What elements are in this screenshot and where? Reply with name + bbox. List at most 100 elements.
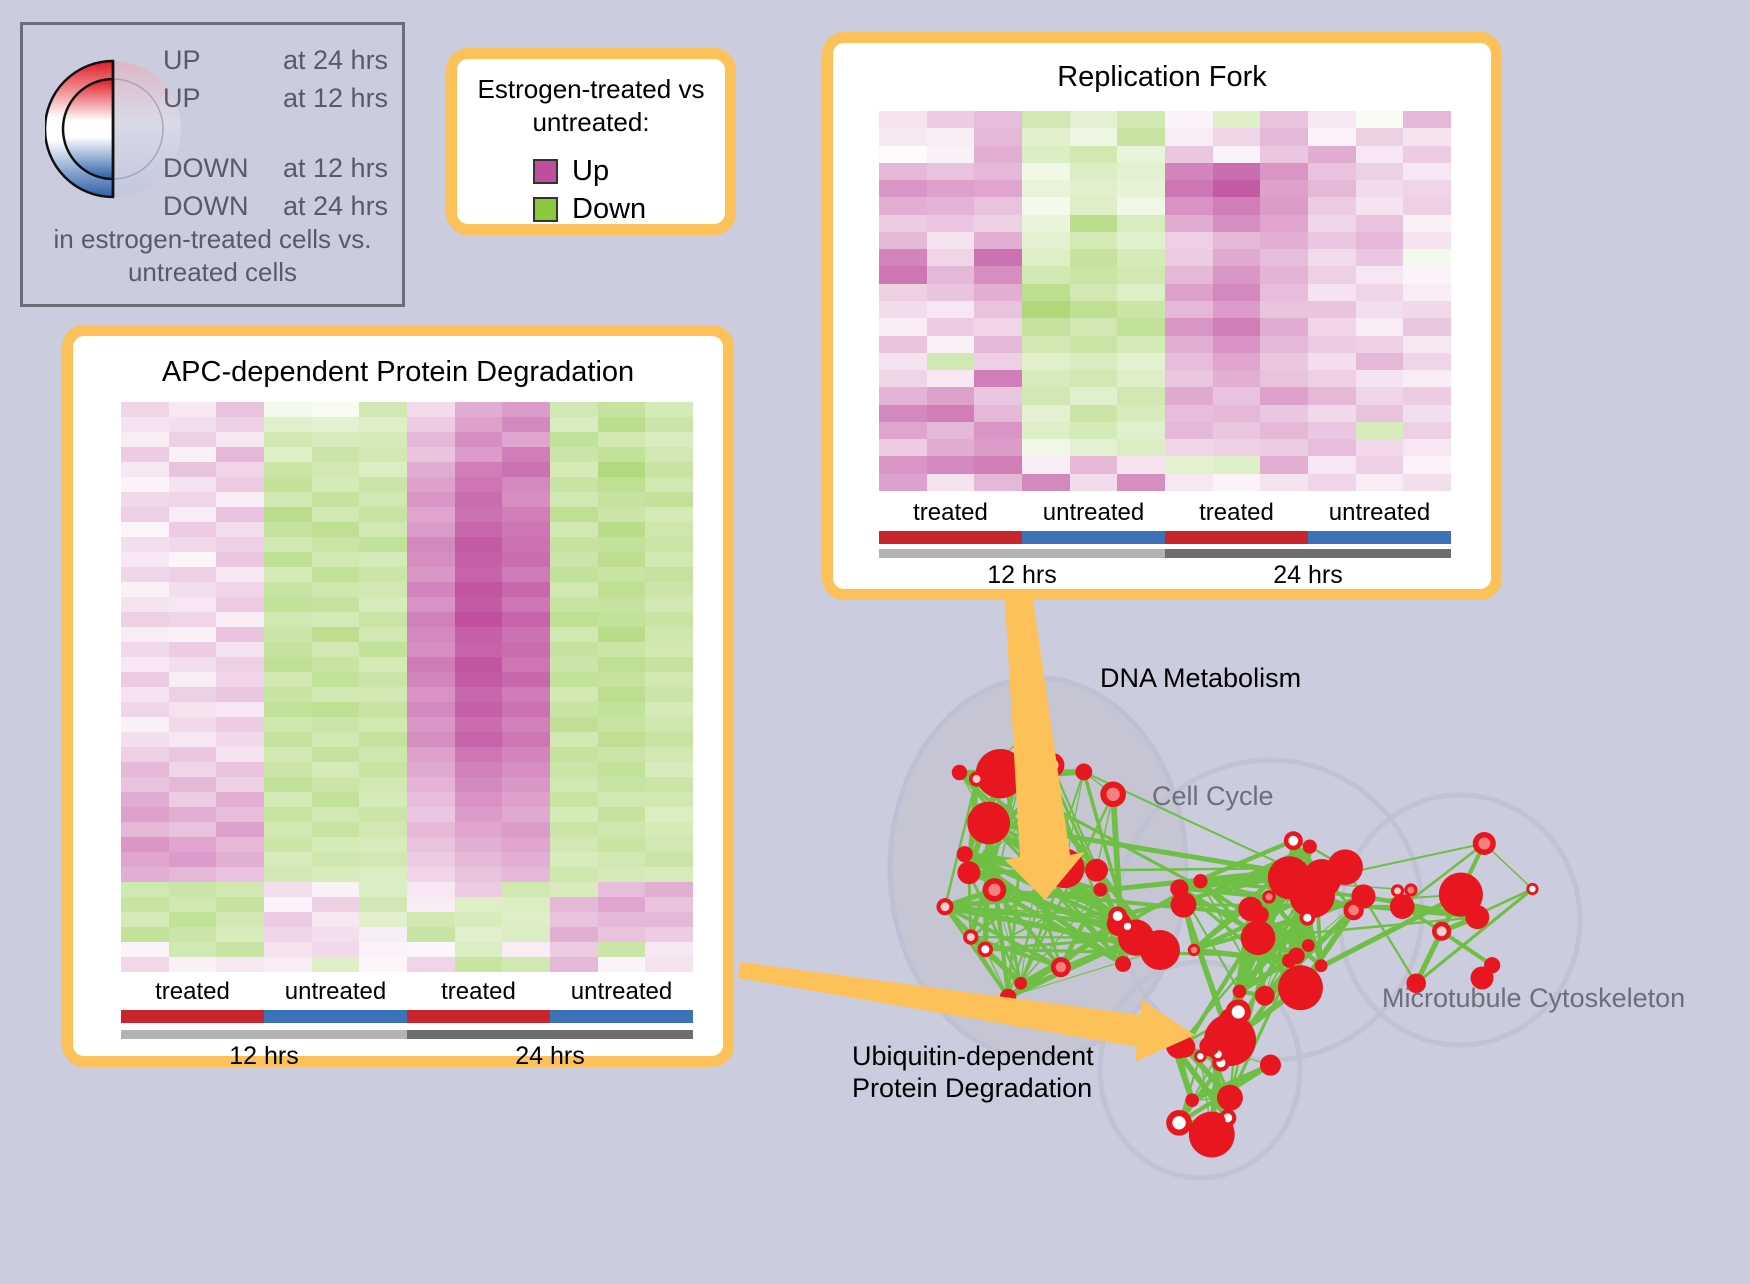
heatmap-cell [1117,162,1165,181]
heatmap-cell [550,882,598,897]
heatmap-cell [1403,111,1451,129]
heatmap-cell [1260,162,1308,181]
heatmap-cell [454,717,503,732]
heatmap-cell [407,567,455,582]
heatmap-cell [168,492,217,507]
heatmap-cell [1355,335,1404,353]
heatmap-cell [454,687,503,702]
heatmap-cell [597,627,646,642]
heatmap-cell [1069,249,1118,267]
heatmap-cell [1022,352,1070,371]
heatmap-cell [168,702,217,717]
heatmap-cell [359,642,407,657]
heatmap-cell [121,537,169,552]
legend-item-label: Down [572,193,647,225]
heatmap-cell [550,897,598,912]
heatmap-cell [407,522,455,537]
heatmap-cell [168,507,217,522]
heatmap-cell [645,852,693,867]
heatmap-cell [121,957,169,972]
heatmap-cell [879,214,927,232]
network-node-core [1303,913,1312,922]
heatmap-cell [407,477,455,492]
heatmap-cell [407,447,455,462]
heatmap-cell [502,897,550,912]
heatmap-cell [168,642,217,657]
heatmap-cell [1069,111,1118,129]
legend-row: DOWN at 12 hrs [163,153,388,191]
heatmap-cell [407,657,455,672]
heatmap-cell [407,432,455,447]
heatmap-cell [168,567,217,582]
heatmap-cell [311,852,360,867]
heatmap-cell [216,492,264,507]
heatmap-cell [264,702,312,717]
heatmap-cell [168,687,217,702]
heatmap-cell [550,627,598,642]
heatmap-cell [502,912,550,927]
heatmap-cell [926,283,975,301]
network-node [1185,1093,1199,1107]
heatmap-cell [1355,421,1404,440]
heatmap-cell [1355,456,1404,474]
heatmap-cell [645,627,693,642]
heatmap-cell [121,612,169,627]
heatmap-cell [597,507,646,522]
condition-label: untreated [284,978,387,1005]
heatmap-cell [1403,266,1451,284]
network-node [1085,858,1108,882]
heatmap-cell [597,822,646,837]
heatmap-cell [645,912,693,927]
heatmap-cell [1165,266,1213,284]
heatmap-cell [1212,352,1261,371]
network-node [1259,1054,1281,1076]
heatmap-cell [359,462,407,477]
heatmap-cell [1022,404,1070,422]
heatmap-cell [311,687,360,702]
heatmap-cell [311,717,360,732]
timepoint-label: 24 hrs [515,1042,585,1070]
heatmap-cell [264,582,312,597]
heatmap-cell [879,145,927,163]
heatmap-cell [597,567,646,582]
heatmap-cell [1260,197,1308,215]
heatmap-cell [974,283,1022,301]
heatmap-cell [502,822,550,837]
heatmap-cell [311,552,360,567]
network-node-core [1436,926,1447,937]
heatmap-cell [311,762,360,777]
heatmap-cell [264,477,312,492]
heatmap-cell [1355,387,1404,405]
heatmap-cell [597,597,646,612]
heatmap-cell [407,687,455,702]
heatmap-cell [216,852,264,867]
cluster-label-ubiquitin: Ubiquitin-dependent Protein Degradation [852,1041,1094,1104]
heatmap-cell [216,882,264,897]
heatmap-cell [454,462,503,477]
heatmap-cell [407,702,455,717]
heatmap-cell [168,402,217,417]
heatmap-cell [879,301,927,319]
heatmap-cell [1212,111,1261,129]
heatmap-cell [121,672,169,687]
heatmap-cell [168,672,217,687]
timepoint-label: 12 hrs [229,1042,299,1070]
heatmap-cell [216,597,264,612]
heatmap-cell [311,837,360,852]
network-node-core [988,883,1001,897]
heatmap-cell [1165,128,1213,146]
heatmap-cell [1165,249,1213,267]
heatmap-cell [311,867,360,882]
network-node-core [1172,1116,1186,1130]
network-node [1484,957,1501,974]
heatmap-cell [1069,370,1118,388]
timepoint-bar-segment [879,549,1165,558]
heatmap-cell [216,927,264,942]
heatmap-cell [550,657,598,672]
heatmap-cell [264,912,312,927]
heatmap-cell [121,417,169,432]
heatmap-cell [407,537,455,552]
heatmap-cell [121,732,169,747]
heatmap-cell [1069,283,1118,301]
heatmap-cell [264,432,312,447]
